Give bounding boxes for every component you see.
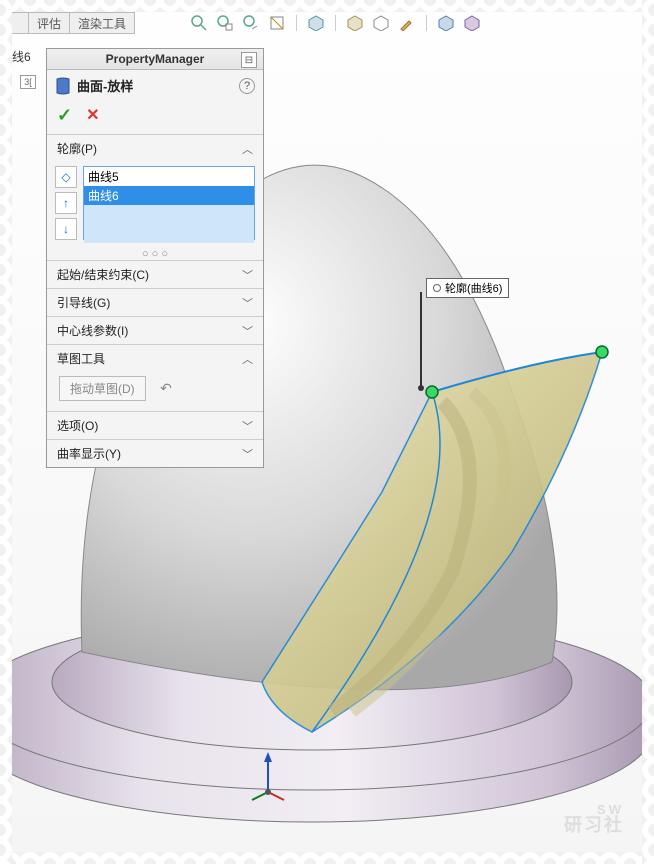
move-down-button[interactable]: ↓	[55, 218, 77, 240]
watermark: SW 研习社	[564, 803, 624, 834]
section-profiles-header[interactable]: 轮廓(P) ︿	[47, 135, 263, 162]
origin-triad-icon	[248, 752, 288, 802]
zoom-area-icon[interactable]	[216, 14, 234, 32]
surface-loft-icon	[55, 77, 71, 95]
callout-leader	[420, 292, 422, 388]
cancel-button[interactable]: ✕	[86, 105, 99, 126]
chevron-down-icon: ﹀	[242, 418, 253, 434]
apply-scene-icon[interactable]	[437, 14, 455, 32]
section-guides-header[interactable]: 引导线(G) ﹀	[47, 289, 263, 316]
tab-partial[interactable]	[12, 12, 29, 34]
feature-tree-active-label: 线6	[12, 48, 31, 65]
chevron-up-icon: ︿	[242, 141, 253, 157]
callout-marker-icon	[433, 284, 441, 292]
chevron-down-icon: ﹀	[242, 295, 253, 311]
profile-callout[interactable]: 轮廓(曲线6)	[426, 278, 509, 298]
pm-header: PropertyManager ⊟	[47, 49, 263, 70]
edit-appearance-icon[interactable]	[398, 14, 416, 32]
chevron-down-icon: ﹀	[242, 446, 253, 462]
section-sketchtools-header[interactable]: 草图工具 ︿	[47, 345, 263, 372]
feature-tree-collapse-box[interactable]: 3[	[20, 75, 36, 89]
view-settings-icon[interactable]	[463, 14, 481, 32]
chevron-down-icon: ﹀	[242, 323, 253, 339]
tab-evaluate[interactable]: 评估	[28, 12, 70, 34]
zoom-fit-icon[interactable]	[190, 14, 208, 32]
section-sketchtools-label: 草图工具	[57, 350, 105, 367]
command-tab-strip: 评估 渲染工具	[12, 12, 134, 34]
section-constraints-label: 起始/结束约束(C)	[57, 266, 149, 283]
section-centerline-header[interactable]: 中心线参数(I) ﹀	[47, 317, 263, 344]
section-view-icon[interactable]	[268, 14, 286, 32]
resize-grip-icon[interactable]: ○ ○ ○	[47, 248, 263, 260]
profiles-listbox[interactable]: 曲线5 曲线6	[83, 166, 255, 240]
previous-view-icon[interactable]	[242, 14, 260, 32]
section-profiles-label: 轮廓(P)	[57, 140, 97, 157]
profile-selector-icon[interactable]: ◇	[55, 166, 77, 188]
section-curvature-label: 曲率显示(Y)	[57, 445, 121, 462]
move-up-button[interactable]: ↑	[55, 192, 77, 214]
pm-title: PropertyManager	[106, 52, 205, 66]
list-item[interactable]: 曲线5	[84, 167, 254, 186]
chevron-up-icon: ︿	[242, 351, 253, 367]
pm-feature-name: 曲面-放样	[77, 76, 233, 95]
section-options-label: 选项(O)	[57, 417, 98, 434]
view-orientation-icon[interactable]	[307, 14, 325, 32]
help-icon[interactable]: ?	[239, 78, 255, 94]
heads-up-view-toolbar	[190, 14, 481, 32]
property-manager-panel: PropertyManager ⊟ 曲面-放样 ? ✓ ✕ 轮廓(P) ︿ ◇ …	[46, 48, 264, 468]
drag-sketch-button[interactable]: 拖动草图(D)	[59, 376, 146, 401]
display-style-icon[interactable]	[346, 14, 364, 32]
callout-label: 轮廓(曲线6)	[445, 280, 502, 296]
section-guides-label: 引导线(G)	[57, 294, 110, 311]
ok-button[interactable]: ✓	[57, 105, 72, 126]
section-options-header[interactable]: 选项(O) ﹀	[47, 412, 263, 439]
section-curvature-header[interactable]: 曲率显示(Y) ﹀	[47, 440, 263, 467]
undo-icon[interactable]: ↶	[160, 380, 172, 396]
hide-show-icon[interactable]	[372, 14, 390, 32]
pin-icon[interactable]: ⊟	[241, 52, 257, 68]
list-item[interactable]: 曲线6	[84, 186, 254, 205]
section-centerline-label: 中心线参数(I)	[57, 322, 128, 339]
chevron-down-icon: ﹀	[242, 267, 253, 283]
tab-render-tools[interactable]: 渲染工具	[69, 12, 135, 34]
section-constraints-header[interactable]: 起始/结束约束(C) ﹀	[47, 261, 263, 288]
